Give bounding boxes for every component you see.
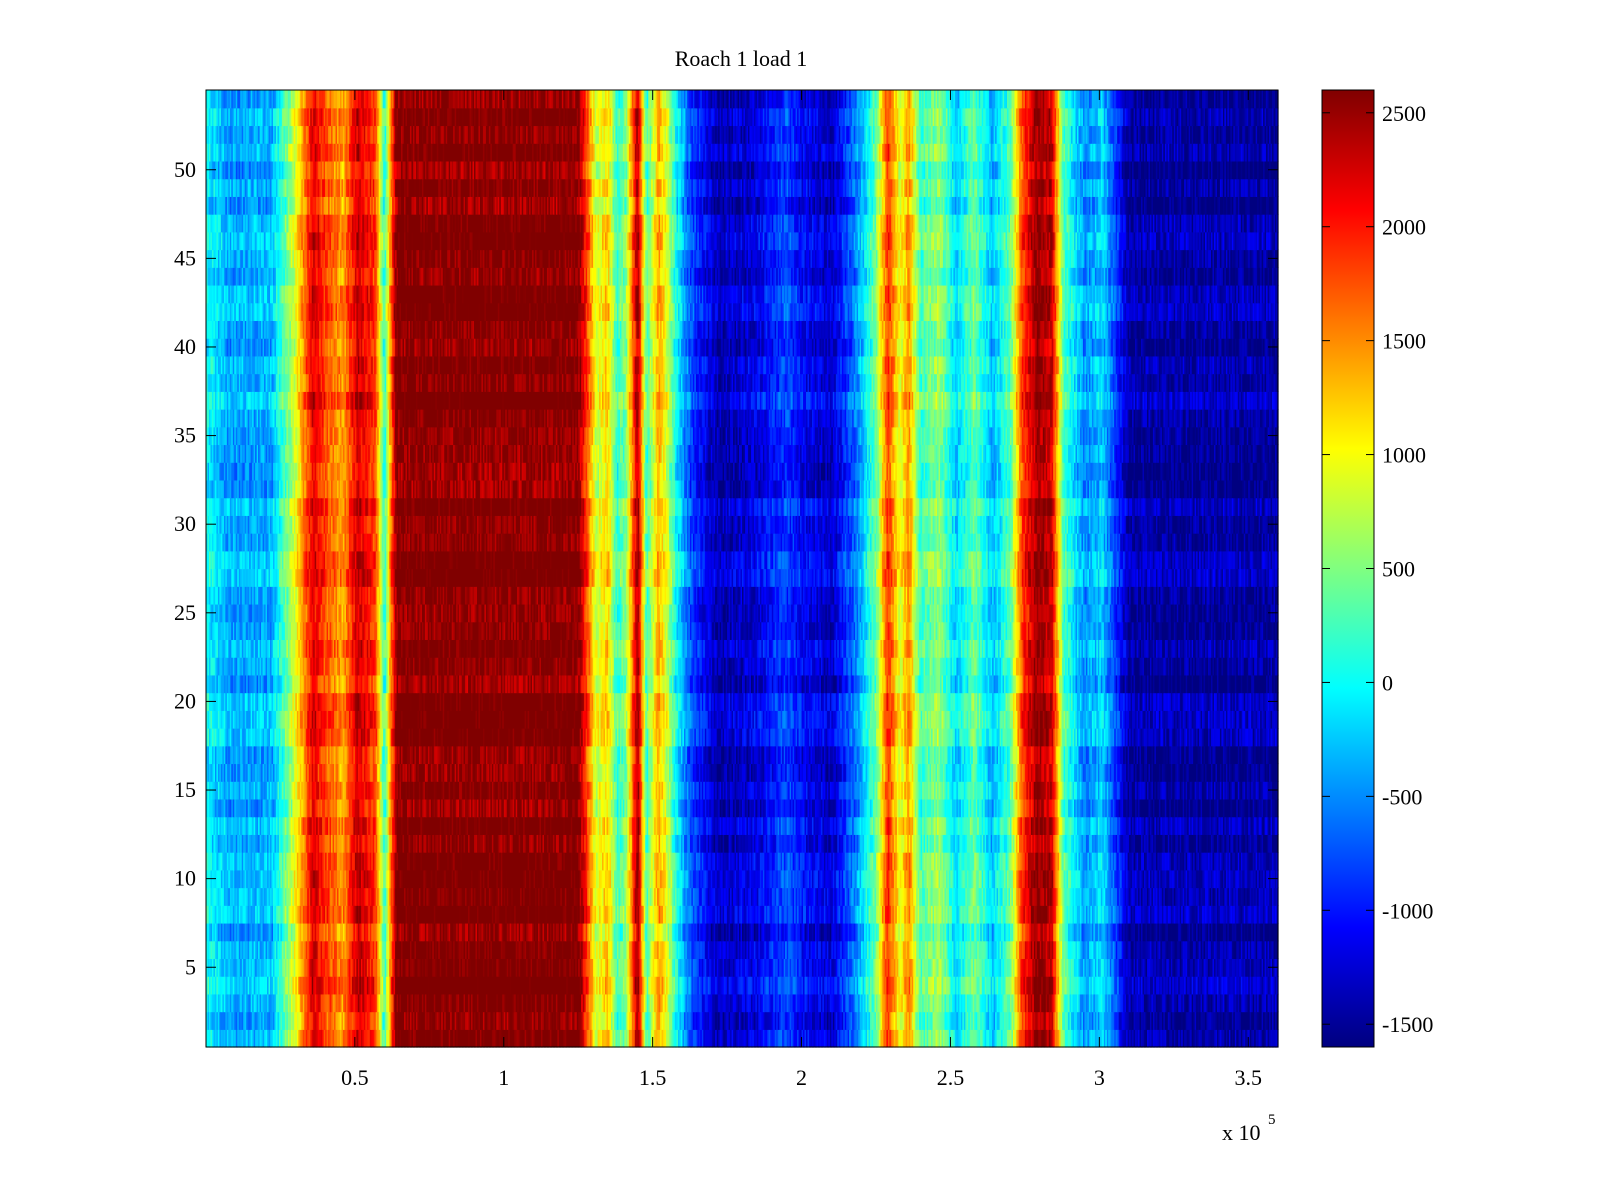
heatmap-cells bbox=[206, 90, 1279, 1048]
chart-title: Roach 1 load 1 bbox=[675, 46, 808, 71]
heatmap-figure: Roach 1 load 1 0.5 1 1.5 2 2.5 3 3.5 510152025… bbox=[0, 0, 1600, 1200]
